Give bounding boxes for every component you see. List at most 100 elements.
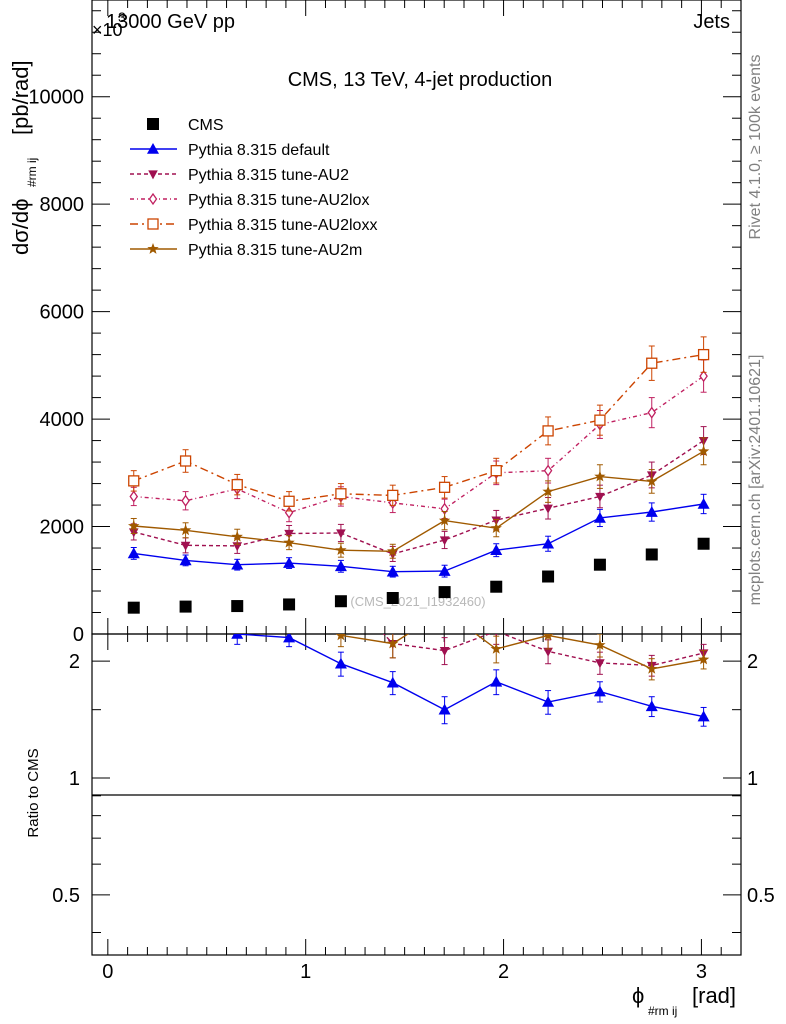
data-point <box>697 348 710 361</box>
ratio-data-point <box>438 703 451 715</box>
ratio-data-point <box>439 646 450 656</box>
data-point <box>386 565 399 577</box>
data-point <box>179 600 192 613</box>
data-point <box>697 497 710 509</box>
series-1 <box>127 493 710 578</box>
rivet-version-label: Rivet 4.1.0, ≥ 100k events <box>747 55 764 240</box>
data-point <box>490 522 502 533</box>
y-exponent-label: ×10 <box>92 20 123 40</box>
main-y-tick-label: 2000 <box>40 517 85 539</box>
series-line <box>133 375 705 514</box>
main-y-axis: 0 2000 4000 6000 8000 10000 <box>28 10 741 646</box>
ratio-data-point <box>543 647 553 657</box>
ratio-y-axis-label: Ratio to CMS <box>25 748 42 837</box>
data-point <box>128 520 140 531</box>
data-point <box>231 600 244 613</box>
main-series-group <box>127 336 710 614</box>
series-line <box>133 503 704 573</box>
data-point <box>490 544 503 555</box>
data-point <box>542 537 555 549</box>
data-point <box>542 570 555 583</box>
main-plot-panel: 0 2000 4000 6000 8000 10000 CMS, 13 TeV, 4-je… <box>8 0 742 646</box>
ratio-data-point <box>494 634 498 637</box>
data-point <box>128 475 140 487</box>
legend-item: Pythia 8.315 tune-AU2 <box>130 167 349 184</box>
ratio-data-point <box>645 700 658 712</box>
data-point <box>336 529 346 539</box>
data-point <box>231 558 244 570</box>
data-point <box>283 536 295 548</box>
ratio-data-point <box>697 710 710 722</box>
y-axis-label-main: dσ/dϕ <box>8 199 33 255</box>
main-x-ticks <box>107 0 742 634</box>
data-point <box>594 414 606 426</box>
data-point <box>645 548 658 561</box>
main-plot-frame <box>91 0 742 635</box>
data-point <box>231 530 243 542</box>
ratio-plot-panel: 0.5 0.5 1 1 2 2 0 1 2 3 Ratio to CMS <box>25 568 775 983</box>
data-point <box>335 544 347 555</box>
series-line <box>133 353 704 503</box>
y-axis-label-sub: #rm ij <box>25 158 39 187</box>
data-point <box>439 536 450 546</box>
ratio-data-point <box>336 585 346 594</box>
ratio-y-tick-label: 2 <box>69 651 80 673</box>
x-axis-label-unit: [rad] <box>692 983 736 1008</box>
ratio-data-point <box>490 643 502 654</box>
data-point <box>542 485 554 497</box>
legend-label: Pythia 8.315 tune-AU2m <box>188 242 362 259</box>
data-point <box>179 524 192 536</box>
data-point <box>283 495 295 507</box>
ratio-y-tick-label-right: 2 <box>747 651 758 673</box>
ratio-data-point <box>542 634 554 641</box>
data-point <box>181 494 190 507</box>
data-point <box>179 554 192 566</box>
ratio-data-point <box>593 685 606 697</box>
ratio-series-line <box>235 634 704 718</box>
legend-item: CMS <box>147 117 224 134</box>
y-axis-label: dσ/dϕ #rm ij [pb/rad] <box>8 60 39 255</box>
legend-marker <box>147 118 159 130</box>
beam-energy-label: 13000 GeV pp <box>106 11 235 33</box>
ratio-y-tick-label: 0.5 <box>52 885 80 907</box>
data-point <box>283 557 296 568</box>
x-axis-label: ϕ #rm ij [rad] <box>632 983 736 1018</box>
ratio-data-point <box>387 637 399 649</box>
data-point <box>335 488 347 500</box>
data-point <box>284 529 294 539</box>
data-point <box>697 445 710 457</box>
plot-title: CMS, 13 TeV, 4-jet production <box>288 69 553 91</box>
ratio-data-point <box>231 634 244 639</box>
series-0 <box>127 537 710 614</box>
ratio-data-point <box>595 659 605 669</box>
ratio-data-point <box>283 582 294 593</box>
x-tick-label: 1 <box>300 961 311 983</box>
main-y-tick-label: 10000 <box>28 87 84 109</box>
data-point <box>386 592 399 605</box>
series-4 <box>128 336 710 512</box>
data-point <box>283 598 296 611</box>
series-3 <box>129 359 708 523</box>
data-point <box>387 489 399 502</box>
data-point <box>595 492 605 502</box>
main-y-tick-label: 0 <box>73 624 84 646</box>
legend-marker <box>147 143 159 154</box>
data-point <box>387 545 399 557</box>
ratio-x-axis: 0 1 2 3 <box>102 634 742 983</box>
data-point <box>646 475 658 487</box>
data-point <box>438 514 451 526</box>
ratio-data-point <box>232 581 242 590</box>
legend-label: Pythia 8.315 tune-AU2loxx <box>188 217 377 234</box>
data-point <box>179 455 192 467</box>
data-point <box>334 595 347 608</box>
legend-item: Pythia 8.315 tune-AU2lox <box>130 192 369 209</box>
y-exponent-power: 3 <box>118 9 126 25</box>
ratio-series-group <box>231 568 710 727</box>
ratio-series-line <box>338 634 704 670</box>
data-point <box>180 541 191 551</box>
ratio-data-point <box>283 634 296 643</box>
legend-marker <box>147 218 159 230</box>
ratio-data-point <box>284 568 294 577</box>
series-5 <box>128 437 710 559</box>
